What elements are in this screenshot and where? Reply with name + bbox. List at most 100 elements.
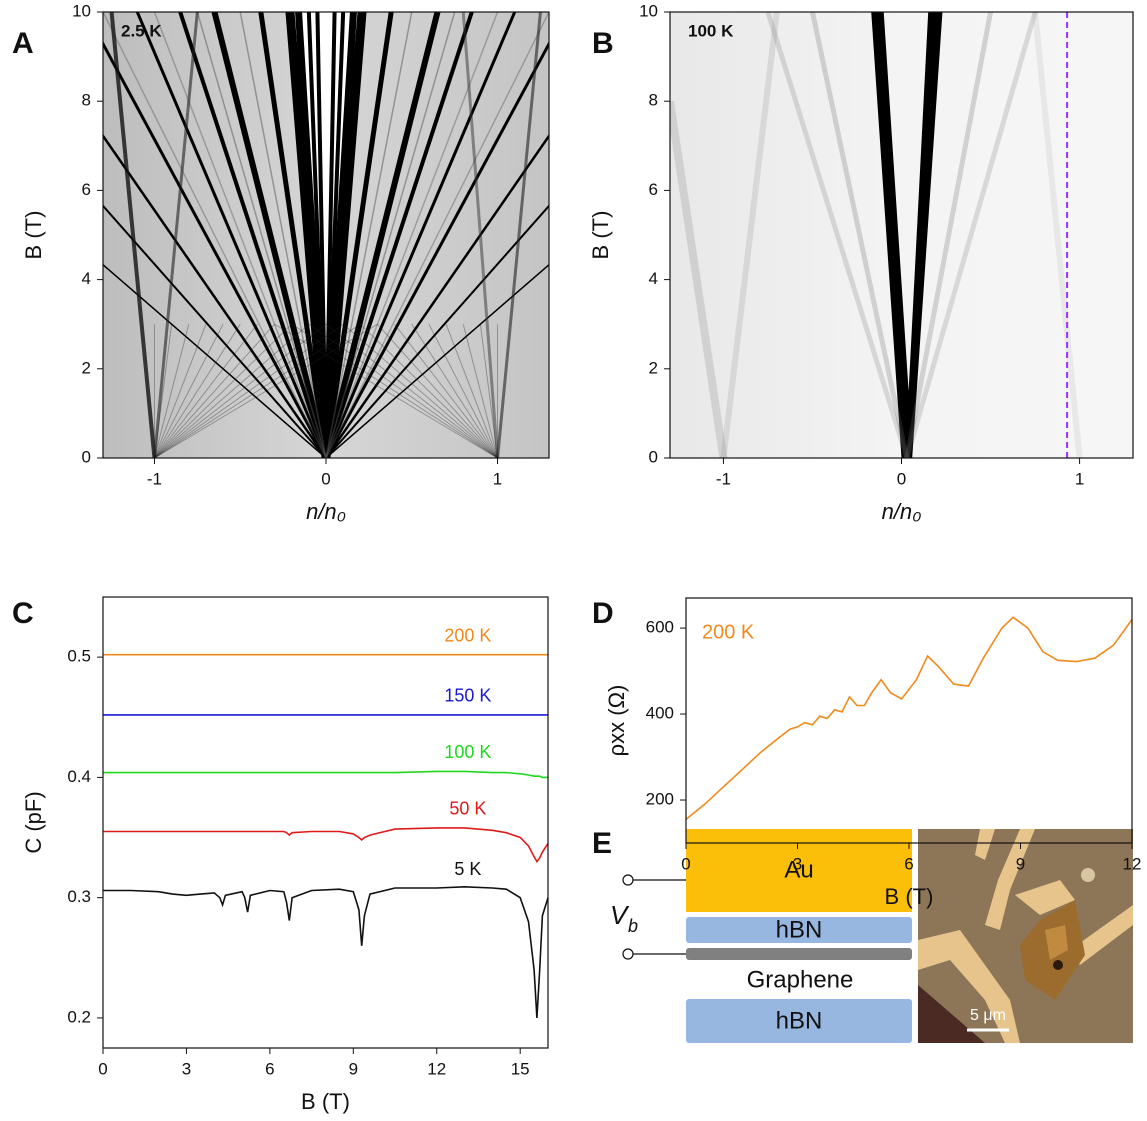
feature-line	[274, 323, 498, 458]
feature-line	[325, 12, 413, 458]
bias-subscript: b	[628, 916, 638, 936]
y-tick-label: 600	[646, 618, 674, 637]
data-line	[685, 616, 1133, 821]
feature-line	[377, 323, 498, 458]
annotation: 200 K	[702, 621, 755, 643]
feature-line	[109, 12, 157, 458]
heatmap-image	[103, 12, 549, 458]
x-tick-label: -1	[716, 469, 731, 488]
feature-line	[103, 204, 327, 458]
panel-label: E	[592, 827, 612, 860]
feature-line	[153, 324, 190, 458]
panel-label: C	[12, 597, 34, 630]
y-axis-label: B (T)	[21, 211, 46, 260]
layer-label: Au	[784, 856, 813, 883]
feature-line	[154, 323, 224, 458]
x-axis-label: B (T)	[301, 1089, 350, 1114]
x-axis-label: n/n₀	[306, 499, 346, 524]
feature-line	[196, 12, 327, 458]
feature-line	[239, 12, 327, 458]
x-tick-label: 0	[98, 1059, 107, 1078]
series-label: 5 K	[454, 859, 481, 879]
hbn-layer	[686, 999, 912, 1043]
feature-line	[103, 263, 327, 458]
layer-label: hBN	[776, 916, 823, 943]
layer-label: Graphene	[747, 966, 854, 993]
data-line	[103, 770, 548, 779]
x-tick-label: 6	[904, 854, 913, 873]
x-tick-label: 15	[511, 1059, 530, 1078]
feature-line	[103, 40, 328, 458]
feature-line	[394, 323, 498, 458]
y-axis-label: B (T)	[588, 211, 613, 260]
feature-line	[810, 12, 910, 458]
feature-line	[445, 324, 499, 458]
feature-line	[411, 323, 498, 458]
feature-v	[871, 12, 943, 458]
y-tick-label: 6	[649, 180, 658, 199]
feature-line	[325, 12, 456, 458]
feature-line	[461, 12, 500, 458]
feature-line	[285, 12, 331, 458]
panel-label: D	[592, 597, 614, 630]
y-axis-label: C (pF)	[21, 791, 46, 853]
feature-line	[324, 40, 549, 458]
y-tick-label: 2	[82, 358, 91, 377]
feature-line	[153, 324, 173, 458]
feature-line	[325, 12, 549, 458]
series-label: 100 K	[444, 742, 491, 762]
y-tick-label: 0.3	[67, 887, 91, 906]
feature-line	[325, 263, 549, 458]
x-tick-label: 12	[1123, 854, 1142, 873]
feature-line	[154, 323, 361, 458]
y-tick-label: 10	[72, 1, 91, 20]
x-tick-label: 6	[265, 1059, 274, 1078]
terminal	[622, 874, 634, 886]
feature-line	[152, 12, 199, 458]
feature-line	[153, 324, 207, 458]
feature-line	[325, 204, 549, 458]
feature-line	[153, 12, 327, 458]
x-axis-label: n/n₀	[882, 499, 922, 524]
y-tick-label: 0	[649, 447, 658, 466]
feature-line	[325, 323, 498, 458]
x-tick-label: 0	[681, 854, 690, 873]
heatmap-image	[670, 12, 1133, 458]
y-tick-label: 200	[646, 790, 674, 809]
feature-line	[720, 12, 780, 458]
series-label: 50 K	[449, 799, 486, 819]
y-tick-label: 8	[82, 91, 91, 110]
series-label: 200 K	[444, 625, 491, 645]
y-tick-label: 8	[649, 91, 658, 110]
feature-line	[321, 12, 367, 458]
feature-line	[765, 12, 910, 458]
data-line	[103, 827, 549, 864]
feature-line	[258, 12, 329, 458]
graphene-layer	[686, 948, 912, 960]
x-tick-label: 9	[349, 1059, 358, 1078]
feature-line	[342, 323, 498, 458]
y-tick-label: 400	[646, 704, 674, 723]
feature-line	[154, 323, 241, 458]
feature-line	[323, 12, 441, 458]
feature-line	[154, 323, 344, 458]
hbn-layer	[686, 917, 912, 943]
x-tick-label: 12	[427, 1059, 446, 1078]
feature-line	[670, 100, 728, 458]
y-axis-label: ρxx (Ω)	[604, 685, 629, 757]
x-tick-label: 0	[897, 469, 906, 488]
feature-line	[154, 323, 327, 458]
feature-line	[178, 12, 328, 458]
feature-line	[496, 12, 542, 458]
annotation: 2.5 K	[121, 21, 162, 40]
series-label: 150 K	[444, 686, 491, 706]
plot-frame	[102, 596, 549, 1049]
feature-line	[324, 12, 474, 458]
feature-line	[462, 324, 499, 458]
feature-line	[154, 323, 310, 458]
feature-line	[154, 323, 275, 458]
feature-line	[154, 323, 258, 458]
y-tick-label: 0	[82, 447, 91, 466]
feature-line	[904, 12, 1038, 458]
feature-line	[904, 12, 993, 458]
